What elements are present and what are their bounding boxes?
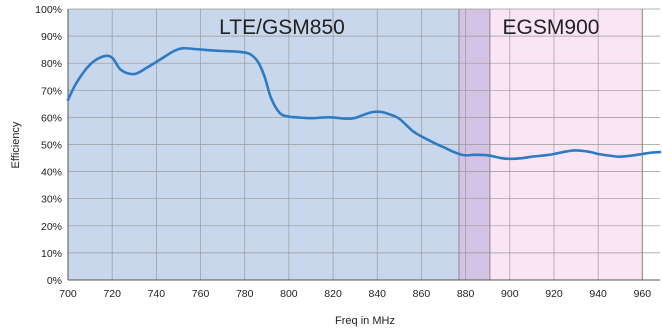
efficiency-series-line — [66, 46, 662, 161]
x-tick-label: 740 — [148, 288, 166, 300]
y-tick-label: 60% — [41, 112, 62, 124]
x-tick-label: 800 — [280, 288, 298, 300]
y-tick-label: 80% — [41, 58, 62, 70]
x-axis-label: Freq in MHz — [335, 315, 395, 327]
grid-lines — [67, 8, 660, 281]
y-tick-label: 30% — [41, 194, 62, 206]
y-tick-labels: 0% 10% 20% 30% 40% 50% 60% 70% 80% 90% 100% — [35, 4, 62, 287]
y-tick-label: 50% — [41, 140, 62, 152]
x-tick-labels: 700 720 740 760 780 800 820 840 860 880 900 920 940 9… — [59, 288, 651, 300]
y-axis-label: Efficiency — [10, 121, 22, 168]
band-labels: LTE/GSM850 EGSM900 — [219, 16, 599, 39]
x-tick-label: 860 — [413, 288, 431, 300]
x-tick-label: 920 — [545, 288, 563, 300]
x-tick-label: 840 — [368, 288, 386, 300]
x-tick-label: 820 — [324, 288, 342, 300]
y-tick-label: 10% — [41, 248, 62, 260]
x-tick-label: 960 — [634, 288, 652, 300]
x-tick-label: 760 — [192, 288, 210, 300]
y-tick-label: 90% — [41, 31, 62, 43]
band-label: EGSM900 — [503, 16, 600, 39]
x-tick-label: 900 — [501, 288, 519, 300]
y-tick-label: 70% — [41, 85, 62, 97]
y-tick-label: 40% — [41, 167, 62, 179]
y-tick-label: 20% — [41, 221, 62, 233]
x-tick-label: 940 — [589, 288, 607, 300]
x-tick-label: 880 — [457, 288, 475, 300]
x-tick-label: 720 — [103, 288, 121, 300]
y-tick-label: 100% — [35, 4, 62, 16]
axes — [67, 9, 660, 281]
x-tick-label: 780 — [236, 288, 254, 300]
x-tick-label: 700 — [59, 288, 77, 300]
y-tick-label: 0% — [47, 275, 62, 287]
band-label: LTE/GSM850 — [219, 16, 345, 39]
series-lines — [66, 46, 662, 161]
